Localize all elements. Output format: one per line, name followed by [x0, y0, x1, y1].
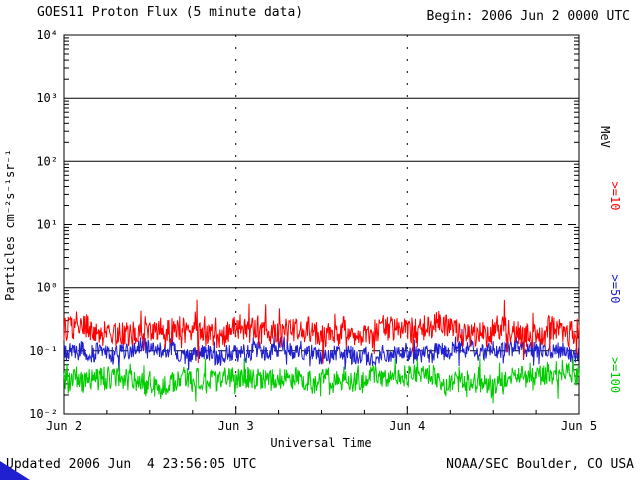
ytick-label: 10⁴ — [36, 28, 58, 42]
y-axis-title: Particles cm⁻²s⁻¹sr⁻¹ — [3, 149, 17, 301]
corner-triangle-decoration — [0, 461, 30, 480]
ytick-label: 10¹ — [36, 218, 58, 232]
series-line-10 — [63, 299, 580, 364]
begin-label: Begin: 2006 Jun 2 0000 UTC — [427, 9, 631, 24]
xtick-label: Jun 3 — [218, 419, 254, 433]
ytick-label: 10⁰ — [36, 281, 58, 295]
series-line-100 — [63, 357, 580, 404]
legend-label-100: >=100 — [608, 357, 622, 393]
xtick-label: Jun 2 — [46, 419, 82, 433]
ytick-label: 10⁻² — [29, 407, 58, 421]
ytick-label: 10³ — [36, 91, 58, 105]
ytick-label: 10⁻¹ — [29, 344, 58, 358]
x-axis-title: Universal Time — [270, 436, 371, 450]
legend-label-50: >=50 — [608, 275, 622, 304]
chart-title: GOES11 Proton Flux (5 minute data) — [37, 5, 303, 20]
legend-label-10: >=10 — [608, 182, 622, 211]
source-label: NOAA/SEC Boulder, CO USA — [446, 457, 634, 472]
xtick-label: Jun 4 — [389, 419, 425, 433]
ytick-label: 10² — [36, 154, 58, 168]
series-line-50 — [63, 328, 580, 372]
updated-label: Updated 2006 Jun 4 23:56:05 UTC — [6, 457, 256, 472]
xtick-label: Jun 5 — [561, 419, 597, 433]
legend-title: MeV — [598, 126, 612, 148]
